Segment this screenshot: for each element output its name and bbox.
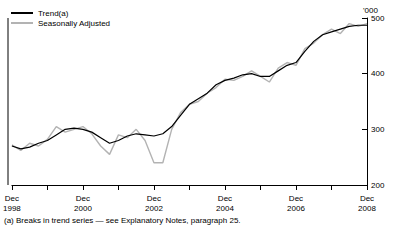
svg-text:Seasonally Adjusted: Seasonally Adjusted [38,19,110,28]
svg-text:Dec: Dec [5,194,19,203]
svg-text:(a) Breaks in trend series — s: (a) Breaks in trend series — see Explana… [4,216,241,225]
svg-text:2000: 2000 [74,204,92,213]
svg-text:2008: 2008 [358,204,376,213]
svg-text:2006: 2006 [287,204,305,213]
svg-text:Dec: Dec [76,194,90,203]
svg-text:Dec: Dec [289,194,303,203]
svg-text:'000: '000 [363,5,378,15]
svg-text:Dec: Dec [147,194,161,203]
svg-text:Dec: Dec [360,194,374,203]
svg-text:Dec: Dec [218,194,232,203]
svg-text:1998: 1998 [3,204,21,213]
svg-text:2004: 2004 [216,204,234,213]
svg-text:2002: 2002 [145,204,163,213]
svg-text:200: 200 [371,181,385,190]
svg-text:300: 300 [371,125,385,134]
svg-text:500: 500 [371,14,385,23]
svg-text:Trend(a): Trend(a) [38,9,69,18]
svg-text:400: 400 [371,69,385,78]
